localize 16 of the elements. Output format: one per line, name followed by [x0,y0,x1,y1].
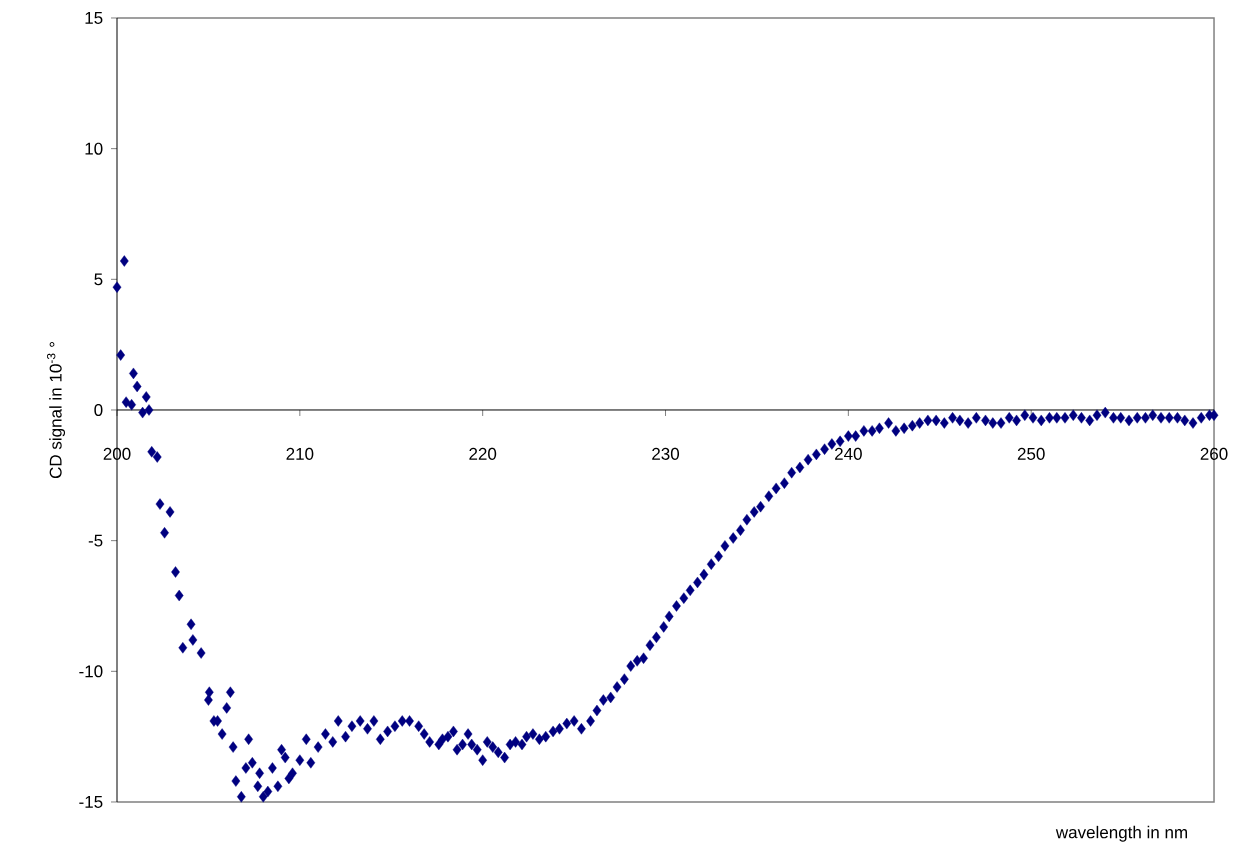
x-tick-label: 210 [286,447,314,460]
y-tick-label: 10 [85,142,103,155]
y-tick-label: -15 [79,796,103,808]
y-tick-label: -10 [79,665,103,678]
x-tick-label: 230 [652,447,680,460]
y-axis-title: CD signal in 10$^{-3}$ ° [46,342,66,479]
y-tick-label: 15 [85,12,103,24]
x-tick-label: 240 [835,447,862,460]
x-tick-label: 220 [469,447,497,460]
y-tick-label: 0 [94,403,103,417]
x-tick-label: 250 [1017,447,1045,460]
y-tick-label: 5 [94,273,103,286]
y-tick-label: -5 [88,534,103,547]
x-axis-title: wavelength in nm [1055,825,1188,842]
x-tick-label: 200 [103,447,131,460]
x-tick-label: 260 [1200,447,1228,460]
